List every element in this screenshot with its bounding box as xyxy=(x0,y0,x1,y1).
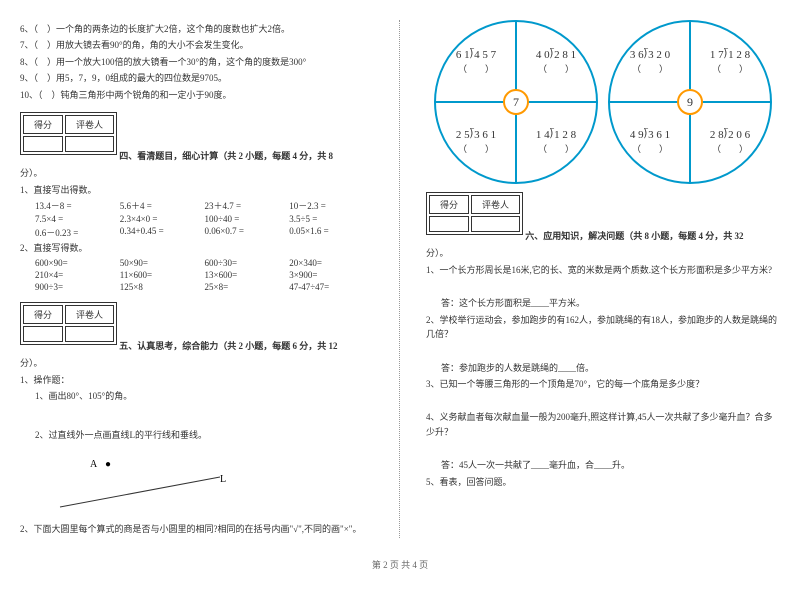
sub-2: 2、直接写得数。 xyxy=(20,241,374,255)
score-table-4: 得分评卷人 xyxy=(20,112,117,155)
score-label: 得分 xyxy=(429,195,469,214)
app-a4: 答：45人一次一共献了____毫升血，合____升。 xyxy=(441,458,780,472)
quadrant: 1 4⟌1 2 8（ ） xyxy=(516,102,596,182)
calc-row: 210×4=11×600=13×600=3×900= xyxy=(35,270,374,280)
score-cell[interactable] xyxy=(429,216,469,232)
quadrant: 3 6⟌3 2 0（ ） xyxy=(610,22,690,102)
score-label: 得分 xyxy=(23,115,63,134)
column-divider xyxy=(399,20,401,538)
question-10: 10、（ ）钝角三角形中两个锐角的和一定小于90度。 xyxy=(20,88,374,102)
grader-cell[interactable] xyxy=(65,326,114,342)
line-l-label: L xyxy=(220,474,226,485)
calc-row: 0.6－0.23 =0.34+0.45 =0.06×0.7 =0.05×1.6 … xyxy=(35,226,374,239)
app-q5: 5、看表，回答问题。 xyxy=(426,475,780,489)
quadrant: 6 1⟌4 5 7（ ） xyxy=(436,22,516,102)
score-label: 得分 xyxy=(23,305,63,324)
app-q4: 4、义务献血者每次献血量一般为200毫升,照这样计算,45人一次共献了多少毫升血… xyxy=(426,410,780,439)
score-table-6: 得分评卷人 xyxy=(426,192,523,235)
app-q1: 1、一个长方形周长是16米,它的长、宽的米数是两个质数.这个长方形面积是多少平方… xyxy=(426,263,780,277)
center-num-1: 7 xyxy=(503,89,529,115)
score-cell[interactable] xyxy=(23,326,63,342)
calc-row: 7.5×4 =2.3×4×0 =100÷40 =3.5÷5 = xyxy=(35,214,374,224)
app-a1: 答：这个长方形面积是____平方米。 xyxy=(441,296,780,310)
question-6: 6、（ ）一个角的两条边的长度扩大2倍，这个角的度数也扩大2倍。 xyxy=(20,22,374,36)
section-6-title: 六、应用知识，解决问题（共 8 小题，每题 4 分，共 32 xyxy=(525,231,743,241)
grader-label: 评卷人 xyxy=(65,305,114,324)
quadrant: 1 7⟌1 2 8（ ） xyxy=(690,22,770,102)
point-a-label: A xyxy=(90,459,98,470)
quadrant: 2 8⟌2 0 6（ ） xyxy=(690,102,770,182)
question-9: 9、（ ）用5，7，9，0组成的最大的四位数是9705。 xyxy=(20,71,374,85)
op-1a: 1、画出80°、105°的角。 xyxy=(35,389,374,403)
quadrant: 2 5⟌3 6 1（ ） xyxy=(436,102,516,182)
question-8: 8、（ ）用一个放大100倍的放大镜看一个30°的角，这个角的度数是300° xyxy=(20,55,374,69)
calc-row: 600×90=50×90=600÷30=20×340= xyxy=(35,258,374,268)
section-5-title: 五、认真思考，综合能力（共 2 小题，每题 6 分，共 12 xyxy=(119,341,337,351)
score-table-5: 得分评卷人 xyxy=(20,302,117,345)
grader-label: 评卷人 xyxy=(471,195,520,214)
fen-label: 分）。 xyxy=(20,166,374,179)
op-1: 1、操作题： xyxy=(20,373,374,387)
grader-cell[interactable] xyxy=(65,136,114,152)
grader-cell[interactable] xyxy=(471,216,520,232)
app-a2: 答：参加跑步的人数是跳绳的____倍。 xyxy=(441,361,780,375)
app-q3: 3、已知一个等腰三角形的一个顶角是70°，它的每一个底角是多少度？ xyxy=(426,377,780,391)
section-4-title: 四、看清题目，细心计算（共 2 小题，每题 4 分，共 8 xyxy=(119,151,333,161)
circle-2: 9 3 6⟌3 2 0（ ） 1 7⟌1 2 8（ ） 4 9⟌3 6 1（ ）… xyxy=(608,20,772,184)
fen-label: 分）。 xyxy=(20,356,374,369)
question-7: 7、（ ）用放大镜去看90°的角，角的大小不会发生变化。 xyxy=(20,38,374,52)
op-2: 2、下面大圆里每个算式的商是否与小圆里的相同?相同的在括号内画"√",不同的画"… xyxy=(20,522,374,536)
calc-row: 900÷3=125×825×8=47-47÷47= xyxy=(35,282,374,292)
circle-1: 7 6 1⟌4 5 7（ ） 4 0⟌2 8 1（ ） 2 5⟌3 6 1（ ）… xyxy=(434,20,598,184)
app-q2: 2、学校举行运动会，参加跑步的有162人，参加跳绳的有18人，参加跑步的人数是跳… xyxy=(426,313,780,342)
grader-label: 评卷人 xyxy=(65,115,114,134)
point-dot: ● xyxy=(105,459,111,470)
quadrant: 4 9⟌3 6 1（ ） xyxy=(610,102,690,182)
line-figure: A ● L xyxy=(40,452,354,512)
calc-row: 13.4－8 =5.6＋4 =23＋4.7 =10－2.3 = xyxy=(35,199,374,212)
center-num-2: 9 xyxy=(677,89,703,115)
score-cell[interactable] xyxy=(23,136,63,152)
sub-1: 1、直接写出得数。 xyxy=(20,183,374,197)
op-1b: 2、过直线外一点画直线L的平行线和垂线。 xyxy=(35,428,374,442)
quadrant: 4 0⟌2 8 1（ ） xyxy=(516,22,596,102)
fen-label: 分）。 xyxy=(426,246,780,259)
